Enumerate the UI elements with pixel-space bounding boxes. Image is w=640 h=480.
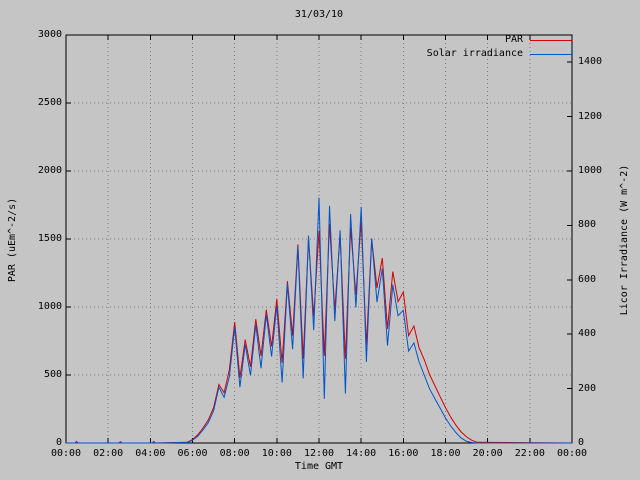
x-tick-label: 10:00 [261,448,292,459]
solar-irradiance-line-swatch [530,53,572,55]
x-tick-label: 06:00 [177,448,208,459]
y-right-tick-label: 600 [578,273,597,285]
series-line-solar-irradiance [66,197,572,444]
y-left-tick-label: 2000 [37,165,62,176]
x-tick-label: 00:00 [50,448,82,459]
y-right-tick-label: 200 [578,382,597,394]
x-tick-label: 20:00 [472,448,503,459]
y-left-tick-label: 3000 [37,29,62,40]
legend-item-par: PAR [427,33,572,47]
y-left-tick-label: 500 [43,369,62,380]
x-tick-label: 00:00 [556,448,588,459]
x-tick-label: 12:00 [303,448,335,459]
y-left-tick-label: 2500 [37,97,62,108]
legend-label-solar-irradiance: Solar irradiance [426,48,523,59]
legend: PAR Solar irradiance [427,33,572,61]
x-tick-label: 04:00 [135,448,166,459]
x-tick-label: 02:00 [93,448,124,459]
y-right-tick-label: 1200 [578,110,603,122]
x-tick-label: 22:00 [514,448,545,459]
y-left-tick-label: 1500 [37,233,62,244]
y-left-tick-label: 0 [55,437,62,448]
y-left-axis-title: PAR (uEm^-2/s) [7,197,18,283]
y-right-tick-label: 1400 [578,56,603,68]
y-right-tick-label: 1000 [578,165,603,176]
x-tick-label: 18:00 [430,448,461,459]
y-right-axis-title: Licor Irradiance (W m^-2) [619,164,630,316]
par-line-swatch [530,39,572,41]
series-line-par [66,221,573,444]
y-left-tick-label: 1000 [37,301,62,312]
legend-label-par: PAR [504,34,523,45]
x-axis-title: Time GMT [294,461,344,472]
x-tick-label: 14:00 [346,448,377,459]
legend-item-solar-irradiance: Solar irradiance [427,47,572,61]
y-right-tick-label: 800 [578,219,597,231]
x-tick-label: 16:00 [388,448,419,459]
y-right-tick-label: 0 [578,437,585,448]
y-right-tick-label: 400 [578,328,597,340]
chart-title: 31/03/10 [294,9,344,20]
x-tick-label: 08:00 [219,448,250,459]
